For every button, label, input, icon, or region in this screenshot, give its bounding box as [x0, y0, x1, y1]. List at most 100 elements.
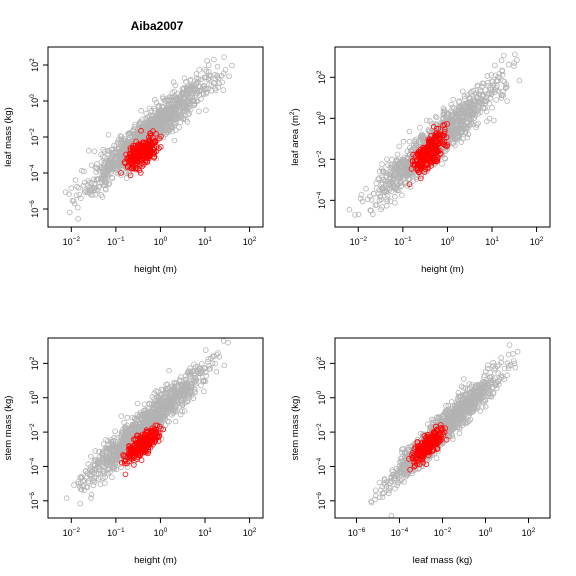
- background-point: [152, 123, 159, 129]
- background-point: [153, 403, 160, 409]
- background-point: [144, 421, 151, 428]
- highlight-point: [118, 170, 124, 176]
- background-point: [401, 154, 408, 161]
- background-point: [503, 84, 510, 90]
- background-point: [101, 161, 108, 168]
- background-point: [173, 96, 180, 103]
- background-point: [503, 81, 509, 88]
- background-point: [168, 383, 175, 390]
- background-point: [467, 416, 474, 423]
- background-point: [468, 116, 474, 122]
- background-point: [112, 428, 118, 435]
- background-point: [118, 413, 125, 419]
- background-point: [177, 411, 184, 418]
- background-point: [81, 179, 88, 186]
- y-tick-label: 100: [29, 94, 40, 108]
- background-point: [442, 156, 449, 162]
- background-point: [480, 80, 487, 87]
- background-point: [388, 512, 395, 518]
- background-point: [201, 388, 207, 395]
- background-point: [143, 110, 150, 117]
- highlight-point: [124, 460, 130, 467]
- background-point: [498, 92, 505, 99]
- background-point: [186, 393, 192, 400]
- background-point: [191, 361, 197, 368]
- background-point: [388, 161, 395, 168]
- background-point: [181, 75, 188, 81]
- highlight-point: [124, 164, 131, 171]
- highlight-point: [423, 145, 430, 152]
- background-point: [392, 193, 398, 200]
- background-point: [107, 164, 114, 170]
- background-point: [104, 169, 111, 176]
- points-layer: [63, 338, 231, 507]
- background-point: [373, 180, 380, 187]
- background-point: [102, 185, 109, 192]
- background-point: [95, 166, 101, 172]
- highlight-point: [132, 448, 138, 455]
- background-point: [464, 114, 471, 121]
- background-point: [125, 130, 131, 137]
- y-tick-label: 10−4: [29, 457, 40, 475]
- background-point: [101, 154, 108, 160]
- background-point: [433, 455, 440, 461]
- background-point: [184, 90, 190, 96]
- background-point: [181, 94, 188, 100]
- highlight-point: [151, 140, 157, 147]
- background-point: [196, 67, 203, 73]
- background-point: [120, 448, 127, 454]
- background-point: [213, 368, 220, 375]
- background-point: [484, 365, 491, 372]
- background-point: [75, 185, 82, 191]
- background-point: [493, 97, 500, 103]
- background-point: [380, 169, 387, 175]
- background-point: [140, 411, 146, 417]
- background-point: [160, 94, 166, 100]
- background-point: [105, 132, 112, 138]
- background-point: [432, 113, 439, 120]
- background-point: [134, 416, 140, 422]
- background-point: [381, 189, 387, 196]
- highlight-point: [158, 133, 164, 140]
- background-point: [211, 56, 217, 63]
- background-point: [377, 487, 384, 494]
- highlight-point: [153, 130, 159, 137]
- background-point: [490, 117, 497, 124]
- background-point: [406, 170, 413, 177]
- background-point: [179, 401, 186, 408]
- background-point: [413, 136, 419, 143]
- highlight-point: [141, 441, 148, 448]
- background-point: [171, 103, 178, 110]
- background-point: [471, 115, 478, 121]
- background-point: [178, 374, 184, 380]
- background-point: [109, 441, 115, 447]
- background-point: [376, 168, 383, 175]
- background-point: [113, 446, 120, 453]
- background-point: [401, 479, 407, 485]
- background-point: [446, 121, 453, 127]
- highlight-point: [430, 155, 437, 161]
- background-point: [501, 365, 508, 372]
- background-point: [384, 196, 390, 202]
- background-point: [498, 374, 505, 381]
- background-point: [95, 460, 102, 467]
- background-point: [490, 384, 497, 390]
- background-point: [392, 169, 398, 175]
- background-point: [142, 131, 148, 138]
- background-point: [379, 494, 386, 501]
- highlight-point: [441, 129, 448, 135]
- background-point: [459, 116, 466, 123]
- highlight-point: [420, 156, 427, 163]
- background-point: [467, 103, 474, 109]
- background-point: [75, 216, 81, 222]
- background-point: [448, 132, 455, 139]
- background-point: [89, 476, 95, 482]
- background-point: [100, 468, 107, 475]
- background-point: [470, 98, 477, 105]
- y-tick-label: 10−2: [29, 128, 40, 146]
- background-point: [383, 203, 390, 209]
- background-point: [203, 373, 210, 379]
- highlight-point: [151, 153, 158, 160]
- background-point: [452, 127, 459, 134]
- background-point: [492, 62, 498, 69]
